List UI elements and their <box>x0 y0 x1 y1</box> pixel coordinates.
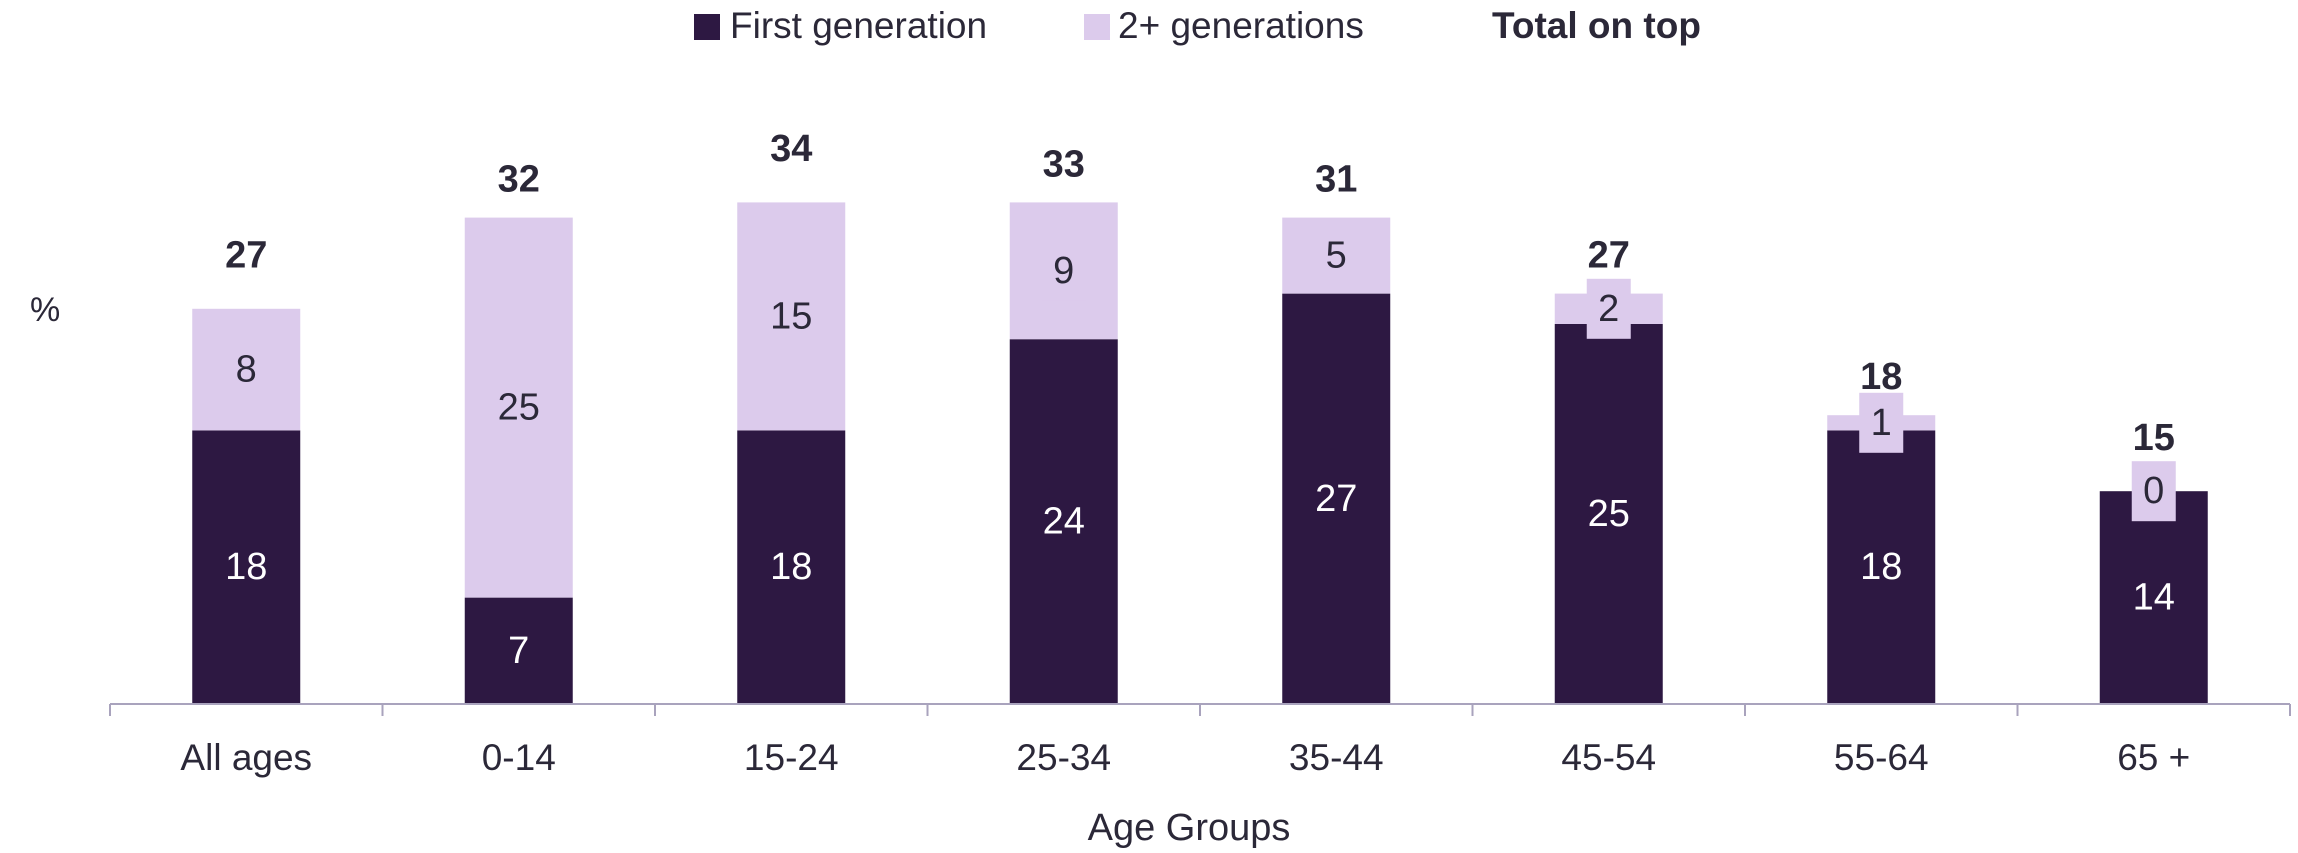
bar-segment <box>192 430 301 704</box>
data-label: 18 <box>1860 546 1902 588</box>
bar-segment <box>1554 324 1663 704</box>
x-tick-label: 55-64 <box>1834 737 1929 778</box>
data-label: 15 <box>770 295 812 337</box>
total-label: 34 <box>770 128 812 170</box>
bar-segment <box>464 597 573 704</box>
legend-note: Total on top <box>1492 5 1701 46</box>
data-label: 1 <box>1871 402 1892 444</box>
x-tick-label: 0-14 <box>482 737 556 778</box>
x-tick-label: 45-54 <box>1561 737 1656 778</box>
data-label: 14 <box>2133 577 2175 619</box>
label-box <box>1314 225 1359 286</box>
x-tick-label: 35-44 <box>1289 737 1384 778</box>
label-box <box>1041 240 1086 301</box>
label-box <box>769 286 814 347</box>
data-label: 8 <box>236 349 257 391</box>
label-box <box>224 339 269 400</box>
data-label: 0 <box>2143 470 2164 512</box>
data-label: 24 <box>1043 501 1085 543</box>
total-label: 15 <box>2133 417 2175 459</box>
bar-segment <box>2099 491 2208 704</box>
data-label: 9 <box>1053 250 1074 292</box>
x-tick-label: 15-24 <box>744 737 839 778</box>
label-box <box>2131 461 2176 522</box>
total-label: 32 <box>498 159 540 201</box>
x-axis-label: Age Groups <box>1088 807 1291 849</box>
bar-segment <box>1282 293 1391 704</box>
data-label: 18 <box>225 546 267 588</box>
data-label: 25 <box>1588 493 1630 535</box>
total-label: 33 <box>1043 143 1085 185</box>
legend-swatch <box>694 14 720 40</box>
total-label: 27 <box>1588 235 1630 277</box>
data-label: 7 <box>508 630 529 672</box>
legend: First generation 2+ generations Total on… <box>694 5 1701 46</box>
total-label: 27 <box>225 235 267 277</box>
legend-label: First generation <box>730 5 987 46</box>
bar-segment <box>737 430 846 704</box>
x-tick-label: 25-34 <box>1016 737 1111 778</box>
bar-segment <box>1827 430 1936 704</box>
data-label: 2 <box>1598 288 1619 330</box>
data-label: 5 <box>1326 235 1347 277</box>
bar-segment <box>1009 339 1118 704</box>
data-label: 27 <box>1315 478 1357 520</box>
total-label: 31 <box>1315 159 1357 201</box>
data-label: 25 <box>498 387 540 429</box>
legend-swatch <box>1084 14 1110 40</box>
y-axis-label: % <box>30 291 60 329</box>
x-tick-label: All ages <box>180 737 312 778</box>
label-box <box>496 377 541 438</box>
label-box <box>1859 392 1904 453</box>
legend-label: 2+ generations <box>1118 5 1364 46</box>
total-label: 18 <box>1860 356 1902 398</box>
x-tick-label: 65 + <box>2117 737 2190 778</box>
label-box <box>1586 278 1631 339</box>
data-label: 18 <box>770 546 812 588</box>
